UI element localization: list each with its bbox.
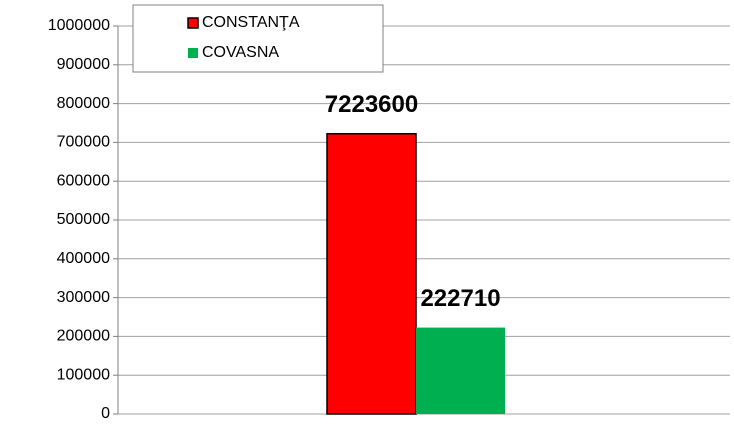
y-tick-label: 100000 [57,366,110,383]
value-label: 222710 [420,285,500,312]
y-tick-label: 0 [101,405,110,422]
y-tick-label: 300000 [57,289,110,306]
y-tick-label: 900000 [57,56,110,73]
bar [416,327,505,414]
y-tick-label: 500000 [57,211,110,228]
legend-label: COVASNA [202,44,279,61]
y-tick-label: 1000000 [48,17,110,34]
y-tick-label: 200000 [57,328,110,345]
y-tick-label: 400000 [57,250,110,267]
y-tick-label: 600000 [57,172,110,189]
value-label: 7223600 [325,91,418,118]
bar [326,132,417,415]
legend-label: CONSTANŢA [202,14,300,31]
y-tick-label: 700000 [57,134,110,151]
legend-swatch [188,48,198,58]
legend-box [132,4,384,73]
legend-swatch [187,17,199,29]
y-tick-label: 800000 [57,95,110,112]
